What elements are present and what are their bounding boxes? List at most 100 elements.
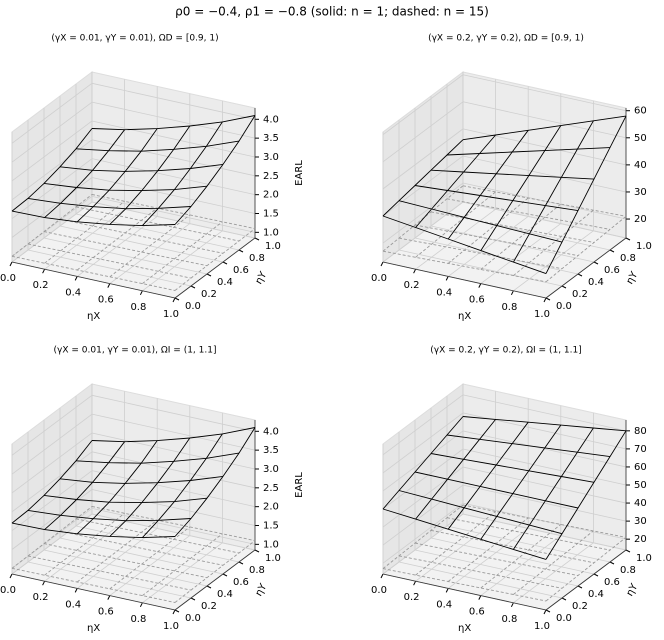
axis-line — [174, 549, 256, 611]
x-tick — [42, 580, 46, 586]
z-tick-label: 3.0 — [263, 464, 279, 475]
x-tick-label: 0.6 — [469, 295, 485, 306]
z-tick-label: 2.5 — [263, 171, 279, 182]
surface-line-y — [480, 424, 562, 540]
z-tick-label: 60 — [634, 462, 647, 473]
y-tick — [577, 273, 583, 277]
grid-line — [91, 101, 256, 139]
surface-line-x — [27, 197, 192, 210]
x-tick — [172, 609, 176, 615]
x-tick-label: 0.0 — [371, 273, 387, 284]
axis-line — [11, 573, 176, 611]
surface-line-x — [75, 518, 240, 554]
grid-line — [462, 128, 627, 166]
surface-line-x — [43, 543, 208, 579]
y-axis-label: ηY — [254, 269, 270, 286]
grid-line — [91, 507, 256, 545]
x-tick — [543, 297, 547, 303]
surface-line-y — [76, 207, 158, 271]
grid-line — [11, 451, 93, 513]
subplot: (γX = 0.01, γY = 0.01), ΩD = [0.9, 1) 0.0… — [0, 34, 305, 322]
y-tick-label: 0.6 — [233, 577, 249, 588]
y-tick-label: 0.2 — [572, 601, 588, 612]
z-tick-label: 80 — [634, 426, 647, 437]
grid-line — [382, 484, 464, 546]
grid-line — [91, 470, 256, 508]
surface-line-y — [44, 200, 125, 264]
z-tick-label: 30 — [634, 187, 647, 198]
y-tick-label: 0.0 — [185, 301, 201, 312]
surface-line-y — [382, 504, 464, 569]
z-tick-label: 40 — [634, 498, 647, 509]
grid-line — [75, 213, 240, 251]
surface-line-x — [91, 194, 256, 230]
subplot-title: (γX = 0.01, γY = 0.01), ΩD = [0.9, 1) — [51, 34, 218, 44]
surface-line-y — [109, 125, 191, 225]
surface-line-x — [462, 185, 627, 217]
grid-line — [513, 542, 594, 604]
surface-line-y — [44, 441, 125, 530]
x-tick-label: 1.0 — [163, 621, 179, 632]
y-tick — [190, 597, 196, 601]
grid-line — [462, 394, 627, 432]
y-tick — [545, 297, 551, 301]
grid-line — [91, 394, 256, 432]
grid-line — [11, 513, 93, 575]
z-tick-label: 1.5 — [263, 209, 279, 220]
surface-line-x — [446, 517, 611, 551]
surface-line-y — [513, 530, 594, 595]
surface-line-y — [11, 506, 93, 569]
grid-line — [447, 528, 529, 589]
y-tick — [238, 249, 244, 253]
grid-line — [513, 230, 594, 292]
z-tick-label: 3.0 — [263, 152, 279, 163]
surface-line-x — [59, 475, 224, 484]
grid-line — [91, 82, 256, 120]
y-tick — [174, 297, 180, 301]
y-tick — [238, 561, 244, 565]
x-tick — [74, 276, 78, 281]
grid-line — [91, 158, 256, 196]
subplot-title: (γX = 0.2, γY = 0.2), ΩD = [0.9, 1) — [428, 34, 584, 44]
grid-line — [398, 561, 563, 599]
grid-line — [91, 195, 256, 233]
surface-line-x — [43, 231, 208, 267]
x-tick-label: 0.6 — [469, 607, 485, 618]
grid-line — [11, 201, 93, 263]
y-tick-label: 0.0 — [556, 613, 572, 624]
x-tick-label: 0.6 — [98, 607, 114, 618]
grid-line — [11, 101, 93, 163]
x-tick — [445, 276, 449, 281]
grid-line — [109, 535, 191, 596]
x-axis-label: ηX — [458, 311, 471, 322]
grid-line — [462, 448, 627, 486]
grid-line — [382, 502, 464, 564]
surface-line-y — [44, 129, 125, 218]
axis-line — [545, 237, 627, 299]
surface-line-x — [414, 224, 579, 257]
x-tick — [413, 268, 417, 274]
z-tick-label: 1.0 — [263, 539, 279, 550]
z-tick-label: 3.5 — [263, 133, 279, 144]
x-tick — [510, 602, 514, 608]
surface-line-x — [430, 453, 595, 483]
grid-line — [480, 223, 562, 284]
x-tick — [543, 609, 547, 615]
x-tick-label: 0.6 — [98, 295, 114, 306]
x-tick-label: 0.8 — [501, 302, 517, 313]
y-tick — [222, 261, 228, 265]
surface-line-y — [513, 120, 594, 263]
surface-line-x — [414, 185, 579, 212]
grid-line — [59, 537, 224, 575]
surface-line-y — [480, 203, 562, 270]
surface-line-y — [545, 537, 627, 602]
z-tick-label: 20 — [634, 534, 647, 545]
surface-line-y — [447, 130, 529, 240]
x-tick — [510, 290, 514, 296]
surface-line-x — [11, 522, 176, 539]
z-tick-label: 40 — [634, 160, 647, 171]
grid-line — [76, 528, 158, 589]
grid-line — [462, 155, 627, 193]
y-tick — [561, 597, 567, 601]
